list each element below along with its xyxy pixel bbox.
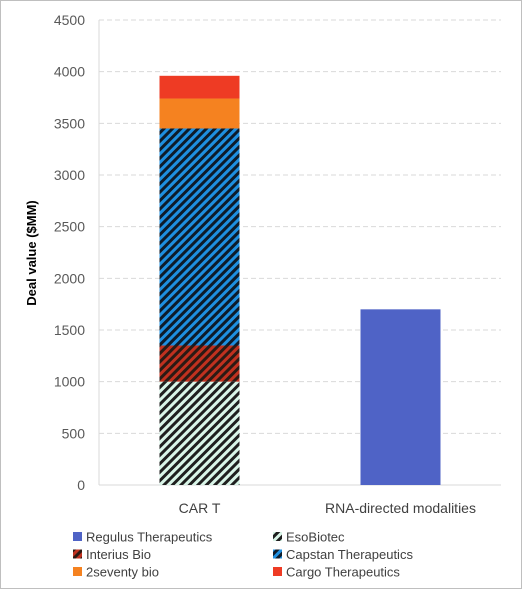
x-category-label: RNA-directed modalities [325,500,476,516]
axes [98,20,501,486]
y-tick-label: 3000 [54,167,85,183]
legend-swatch [273,549,282,559]
y-tick-label: 2000 [54,270,85,286]
legend-swatch [273,567,282,576]
gridlines [99,19,501,434]
legend-label: Cargo Therapeutics [286,565,400,580]
bar-segment-regulus-therapeutics [360,309,441,485]
legend-label: Capstan Therapeutics [286,547,413,562]
legend-swatch [73,549,82,559]
y-tick-label: 500 [62,425,86,441]
y-axis-title: Deal value ($MM) [24,200,39,305]
legend-swatch [73,567,82,576]
bar-segment-interius-bio [159,345,240,382]
legend-label: EsoBiotec [286,530,345,545]
y-tick-label: 1000 [54,374,85,390]
legend-label: 2seventy bio [86,565,159,580]
bar-segment-capstan-therapeutics [159,128,240,346]
x-category-label: CAR T [179,500,221,516]
bar-segment-2seventy-bio [159,98,240,129]
y-tick-label: 0 [77,477,85,493]
y-tick-label: 3500 [54,115,85,131]
legend-swatch [73,532,82,541]
bar-segment-esobiotec [159,381,240,485]
legend: Regulus Therapeutics EsoBiotec Interius Bi… [73,530,413,580]
bars [159,75,441,485]
legend-swatch [273,532,282,541]
x-category-labels: CAR T RNA-directed modalities [179,500,476,516]
y-tick-labels: 0 500 1000 1500 2000 2500 3000 3500 4000 4500 [54,12,85,493]
bar-segment-cargo-therapeutics [159,75,240,99]
legend-label: Regulus Therapeutics [86,530,213,545]
legend-label: Interius Bio [86,547,151,562]
y-tick-label: 4000 [54,64,85,80]
y-tick-label: 1500 [54,322,85,338]
y-tick-label: 4500 [54,12,85,28]
y-tick-label: 2500 [54,219,85,235]
